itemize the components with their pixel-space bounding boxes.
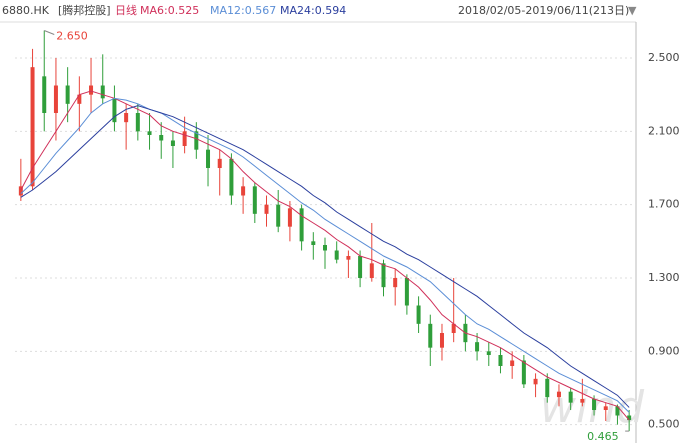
candle-body <box>404 278 409 306</box>
candle-body <box>241 186 246 196</box>
candle-body <box>124 113 129 123</box>
candle-body <box>18 186 23 196</box>
candle-body <box>475 342 480 352</box>
ma-line <box>20 105 630 408</box>
candle-body <box>30 67 35 187</box>
period: 日线 <box>115 3 137 17</box>
candle-body <box>217 158 222 168</box>
candle-body <box>556 391 561 398</box>
candle-body <box>439 333 444 348</box>
legend-entry: MA24:0.594 <box>280 4 346 17</box>
date-range: 2018/02/05-2019/06/11(213日) <box>458 4 629 17</box>
annotation-line <box>44 30 55 35</box>
candle-body <box>65 85 70 104</box>
candle-body <box>206 149 211 168</box>
candle-body <box>159 135 164 141</box>
candle-body <box>299 208 304 242</box>
annotation-label: 2.650 <box>56 30 88 43</box>
candle-body <box>627 415 632 421</box>
y-tick-label: 1.700 <box>648 198 680 211</box>
legend-entry: MA6:0.525 <box>140 4 199 17</box>
candle-body <box>358 256 363 278</box>
dropdown-icon[interactable]: ▼ <box>628 4 637 17</box>
candle-body <box>194 131 199 150</box>
ma-line <box>20 90 630 421</box>
candle-body <box>545 378 550 398</box>
candle-body <box>287 208 292 227</box>
candle-body <box>53 85 58 113</box>
y-tick-label: 2.100 <box>648 124 680 137</box>
candle-body <box>369 263 374 278</box>
ticker: 6880.HK <box>2 4 50 17</box>
candle-body <box>568 391 573 403</box>
y-tick-label: 1.300 <box>648 271 680 284</box>
candle-body <box>42 76 47 113</box>
candle-body <box>615 406 620 416</box>
y-tick-label: 0.900 <box>648 344 680 357</box>
candle-body <box>112 98 117 123</box>
candle-body <box>486 351 491 355</box>
candle-body <box>89 85 94 95</box>
candle-body <box>346 256 351 260</box>
candle-body <box>533 378 538 385</box>
candle-body <box>498 355 503 366</box>
candle-body <box>135 113 140 132</box>
candle-body <box>77 94 82 104</box>
candle-body <box>264 204 269 214</box>
candle-body <box>147 131 152 135</box>
candle-body <box>381 263 386 288</box>
candle-body <box>311 241 316 245</box>
candle-body <box>416 305 421 324</box>
candle-body <box>252 186 257 214</box>
candle-body <box>603 406 608 410</box>
candle-body <box>182 131 187 146</box>
candle-body <box>428 323 433 348</box>
candle-body <box>229 158 234 196</box>
annotation-label: 0.465 <box>587 430 619 443</box>
y-tick-label: 0.500 <box>648 418 680 431</box>
ma-line <box>20 97 630 413</box>
candle-body <box>451 323 456 333</box>
candle-body <box>521 360 526 385</box>
candle-body <box>100 85 105 99</box>
candle-body <box>592 399 597 410</box>
candle-body <box>276 204 281 227</box>
y-tick-label: 2.500 <box>648 51 680 64</box>
candle-body <box>170 140 175 146</box>
candle-body <box>323 245 327 251</box>
legend-entry: MA12:0.567 <box>210 4 276 17</box>
candle-body <box>393 278 398 288</box>
candle-body <box>334 250 339 260</box>
stock-name: [腾邦控股] <box>58 3 111 17</box>
candle-body <box>510 360 515 366</box>
candle-body <box>580 399 585 403</box>
